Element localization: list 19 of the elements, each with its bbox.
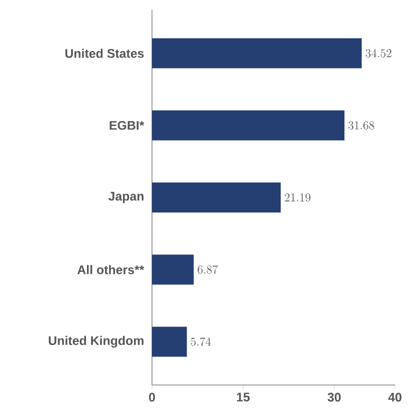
bar bbox=[152, 110, 344, 140]
x-tick-label: 15 bbox=[236, 392, 250, 402]
data-label: 21 . 19 bbox=[284, 193, 310, 202]
y-tick-label: United Kingdom bbox=[48, 336, 144, 348]
data-label: 5.74 bbox=[190, 338, 211, 346]
x-tick-label: 40 bbox=[388, 392, 402, 402]
bar bbox=[152, 182, 281, 213]
data-label: 34.52 bbox=[366, 49, 392, 58]
y-tick-label: EGBI* bbox=[110, 120, 144, 130]
x-tick-label: 0 bbox=[149, 392, 155, 402]
bar bbox=[152, 38, 362, 68]
bar bbox=[152, 254, 194, 285]
data-label: 6.87 bbox=[198, 265, 218, 274]
y-tick-label: Japan bbox=[108, 192, 144, 204]
y-tick-label: All others** bbox=[77, 265, 144, 274]
y-tick-label: United States bbox=[65, 48, 144, 58]
bar bbox=[152, 326, 187, 357]
x-tick-label: 30 bbox=[328, 392, 341, 402]
data-label: 31 .68 bbox=[348, 121, 374, 130]
